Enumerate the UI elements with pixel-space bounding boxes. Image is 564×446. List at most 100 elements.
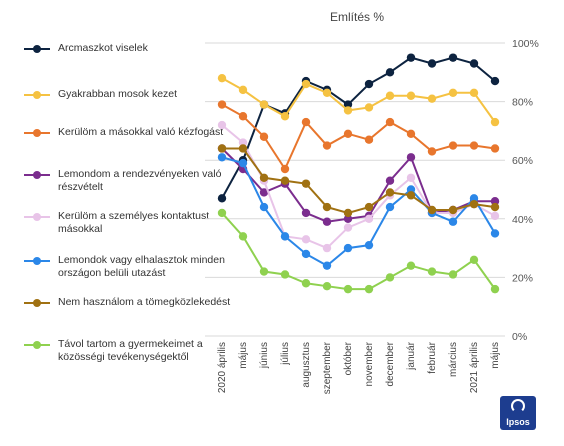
data-point <box>385 176 395 185</box>
data-point <box>217 208 227 218</box>
x-tick-label: március <box>448 342 459 377</box>
data-point <box>406 261 416 270</box>
data-point <box>364 103 374 112</box>
data-point <box>448 141 458 150</box>
x-tick-label: 2021 április <box>469 342 480 393</box>
data-point <box>217 144 227 153</box>
legend-dot <box>33 257 41 265</box>
data-point <box>469 194 479 203</box>
legend-label: Távol tartom a gyermekeimet a közösségi … <box>58 338 203 363</box>
x-tick-label: január <box>406 341 417 370</box>
y-tick-label: 60% <box>512 155 533 167</box>
data-point <box>301 179 311 188</box>
data-point <box>343 129 353 139</box>
y-tick-label: 40% <box>512 214 533 226</box>
data-point <box>238 112 248 121</box>
data-point <box>343 208 353 218</box>
data-point <box>427 59 437 68</box>
legend-dot <box>33 129 41 137</box>
data-point <box>322 281 332 291</box>
data-point <box>490 202 500 212</box>
data-point <box>490 144 500 153</box>
y-tick-label: 100% <box>512 38 539 50</box>
data-point <box>385 202 395 212</box>
data-point <box>448 53 458 62</box>
legend-dot <box>33 171 41 179</box>
data-point <box>322 141 332 150</box>
data-point <box>364 214 374 223</box>
chart-title: Említés % <box>330 10 385 24</box>
x-tick-label: május <box>238 342 249 369</box>
legend-dot <box>33 91 41 99</box>
data-point <box>301 249 311 259</box>
legend-label: Kerülöm a személyes kontaktust másokkal <box>58 210 210 235</box>
data-point <box>217 194 227 203</box>
data-point <box>322 202 332 212</box>
data-point <box>490 229 500 238</box>
data-point <box>301 208 311 218</box>
legend-label: Gyakrabban mosok kezet <box>58 88 178 100</box>
data-point <box>469 199 479 209</box>
data-point <box>364 284 374 294</box>
data-point <box>280 270 290 279</box>
data-point <box>406 153 416 162</box>
data-point <box>322 243 332 253</box>
data-point <box>406 185 416 194</box>
legend-dot <box>33 341 41 349</box>
data-point <box>406 53 416 62</box>
data-point <box>301 235 311 244</box>
data-point <box>469 255 479 265</box>
data-point <box>364 135 374 144</box>
data-point <box>406 91 416 100</box>
data-point <box>448 88 458 98</box>
logo-text: Ipsos <box>506 417 530 427</box>
y-tick-label: 0% <box>512 331 527 343</box>
y-tick-label: 20% <box>512 272 533 284</box>
data-point <box>259 173 269 182</box>
data-point <box>364 240 374 250</box>
x-tick-label: december <box>385 341 396 386</box>
data-point <box>469 59 479 68</box>
data-point <box>448 205 458 215</box>
data-point <box>238 158 248 168</box>
data-point <box>385 273 395 282</box>
legend-label: Nem használom a tömegközlekedést <box>58 296 231 308</box>
legend-dot <box>33 45 41 53</box>
data-point <box>217 100 227 109</box>
data-point <box>259 132 269 141</box>
data-point <box>427 147 437 156</box>
data-point <box>343 223 353 232</box>
data-point <box>238 232 248 241</box>
data-point <box>217 120 227 130</box>
x-tick-label: augusztus <box>301 342 312 388</box>
series-line <box>221 77 496 123</box>
data-point <box>238 144 248 153</box>
data-point <box>322 261 332 270</box>
data-point <box>490 117 500 127</box>
data-point <box>490 76 500 86</box>
x-tick-label: október <box>343 341 354 375</box>
data-point <box>322 88 332 98</box>
data-point <box>406 129 416 139</box>
data-point <box>385 188 395 197</box>
data-point <box>343 100 353 109</box>
data-point <box>217 153 227 162</box>
x-tick-label: szeptember <box>322 341 333 394</box>
data-point <box>490 197 500 206</box>
data-point <box>406 173 416 182</box>
data-point <box>364 202 374 212</box>
legend-dot <box>33 213 41 221</box>
data-point <box>427 267 437 276</box>
data-point <box>343 243 353 253</box>
x-tick-label: november <box>364 341 375 386</box>
data-point <box>280 112 290 121</box>
data-point <box>490 284 500 294</box>
data-point <box>343 284 353 294</box>
data-point <box>280 164 290 174</box>
legend-label: Lemondom a rendezvényeken való részvétel… <box>58 168 222 193</box>
data-point <box>301 117 311 127</box>
data-point <box>238 138 248 147</box>
data-point <box>301 79 311 89</box>
data-point <box>469 88 479 98</box>
